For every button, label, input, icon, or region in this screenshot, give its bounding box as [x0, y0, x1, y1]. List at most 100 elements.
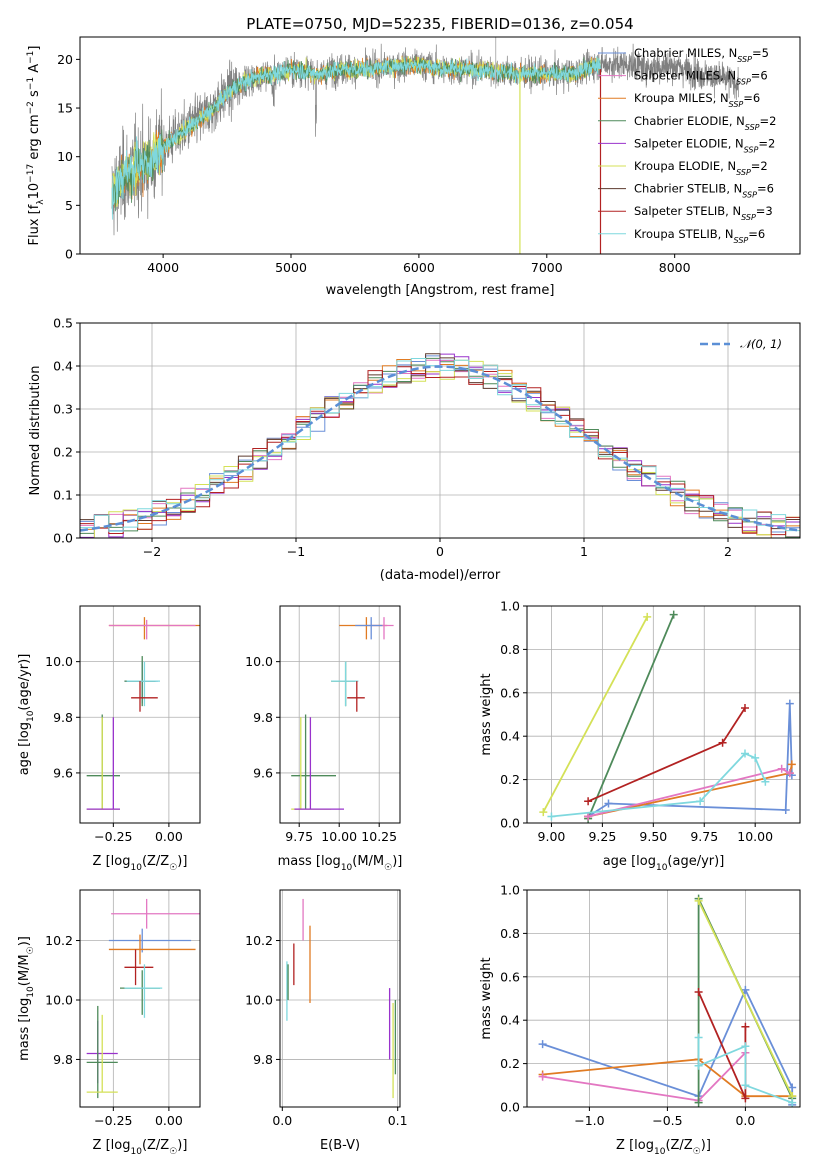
- y-tick-label: 9.8: [253, 710, 273, 725]
- weight-series: [538, 894, 797, 1107]
- errorbar-point: [108, 619, 196, 640]
- errorbar-point: [347, 681, 365, 712]
- x-tick-label: 4000: [147, 260, 179, 275]
- label-part: mass [log: [278, 854, 341, 869]
- y-tick-label: 0.8: [500, 926, 520, 941]
- y-tick-label: 9.8: [253, 1052, 273, 1067]
- weight-marker: [781, 805, 790, 814]
- weight-marker: [741, 985, 750, 994]
- label-part: (age/yr)]: [667, 854, 724, 869]
- y-tick-label: 10.2: [45, 933, 73, 948]
- weight-line-path: [587, 614, 675, 820]
- x-tick-label: −2: [143, 544, 161, 559]
- x-tick-label: 6000: [403, 260, 435, 275]
- x-tick-label: 0.00: [155, 1113, 183, 1128]
- normal-curve-line: [80, 365, 800, 532]
- y-tick-label: 0.1: [53, 488, 73, 503]
- residual-histogram-line: [80, 353, 800, 538]
- axes-frame: [526, 605, 801, 824]
- residual-histogram-line: [80, 366, 800, 536]
- x-tick-label: −0.5: [652, 1113, 682, 1128]
- label-part: age [log: [603, 854, 656, 869]
- weight-series-line: [584, 764, 794, 821]
- x-tick-label: 9.00: [538, 829, 566, 844]
- errorbar-point: [294, 717, 344, 810]
- x-tick-label: −0.25: [94, 1113, 132, 1128]
- label-part: 10: [27, 183, 42, 200]
- weight-marker: [538, 1040, 547, 1049]
- x-tick-label: 0.0: [735, 1113, 755, 1128]
- weight-marker: [785, 769, 794, 778]
- weight-marker: [694, 1098, 703, 1107]
- weight-marker: [751, 753, 760, 762]
- spectrum-series: [111, 37, 739, 254]
- y-tick-label: 10.0: [245, 654, 273, 669]
- label-part: (M/M: [352, 854, 384, 869]
- legend-label: Kroupa MILES, NSSP=6: [634, 91, 760, 109]
- y-tick-label: 0: [65, 247, 73, 262]
- legend-label-part: Salpeter ELODIE, N: [634, 136, 744, 150]
- label-part: ☉: [384, 863, 392, 873]
- legend-label-part: =2: [760, 114, 777, 128]
- errorbar-point: [355, 617, 383, 640]
- legend-label-part: SSP: [736, 77, 751, 86]
- errorbar-point: [111, 898, 200, 929]
- y-tick-label: 0.2: [500, 1056, 520, 1071]
- residual-histogram-line: [80, 353, 800, 530]
- weight-series-line: [584, 703, 749, 806]
- legend-label-part: Kroupa STELIB, N: [634, 227, 734, 241]
- axes-age_vs_mass: 9.75 10.00 10.25 9.6 9.8 10.0 mass [log10(M/M☉…: [245, 605, 403, 873]
- axes-weight_vs_z: −1.0 −0.5 0.0 0.0 0.2 0.4 0.6 0.8 1.0 Z [log10(Z/…: [479, 883, 801, 1157]
- y-tick-label: 10.0: [45, 992, 73, 1007]
- y-tick-label: 9.8: [53, 710, 73, 725]
- label-part: A: [27, 64, 42, 77]
- weight-marker: [584, 797, 593, 806]
- legend-label: Chabrier ELODIE, NSSP=2: [634, 114, 776, 132]
- legend-label-part: Salpeter MILES, N: [634, 69, 736, 83]
- errorbar-point: [108, 928, 192, 953]
- axes-spectrum: 4000 5000 6000 7000 8000 0 5 10 15 20 Chabrier MIL…: [26, 36, 801, 298]
- errorbar-point: [331, 661, 356, 707]
- legend-label-part: SSP: [741, 213, 756, 222]
- legend-label-part: Salpeter STELIB, N: [634, 204, 741, 218]
- label-part: (age/yr)]: [17, 654, 32, 711]
- x-tick-label: 9.75: [690, 829, 718, 844]
- y-tick-label: 0.6: [500, 685, 520, 700]
- errorbar-point: [108, 617, 200, 640]
- y-axis-label: mass weight: [479, 957, 494, 1039]
- weight-marker: [740, 749, 749, 758]
- weight-marker: [788, 1098, 797, 1107]
- legend-label-part: SSP: [729, 100, 744, 109]
- y-tick-label: 9.8: [53, 1052, 73, 1067]
- axes-mass_vs_z: −0.25 0.009.810.010.2Z [log10(Z/Z☉)]mass …: [17, 889, 201, 1157]
- y-tick-label: 5: [65, 198, 73, 213]
- legend-label-part: Kroupa MILES, N: [634, 91, 729, 105]
- errorbar-point: [86, 1014, 118, 1093]
- x-axis-label: wavelength [Angstrom, rest frame]: [326, 283, 555, 298]
- weight-marker: [741, 1094, 750, 1103]
- weight-marker: [694, 987, 703, 996]
- x-tick-label: 0.00: [155, 829, 183, 844]
- legend-label-part: =6: [757, 182, 774, 196]
- axes-residuals: −2 −1 0 1 2 0.0 0.1 0.2 0.3 0.4 0.5 𝒩(0, 1) (data-mo…: [28, 316, 801, 583]
- weight-marker: [788, 1083, 797, 1092]
- x-tick-label: 9.75: [285, 829, 313, 844]
- legend-label-part: Chabrier MILES, N: [634, 46, 737, 60]
- weight-line-path: [587, 703, 793, 818]
- y-tick-label: 0.2: [500, 772, 520, 787]
- label-part: Z [log: [93, 854, 131, 869]
- x-axis-label: mass [log10(M/M☉)]: [278, 854, 403, 873]
- y-tick-label: 0.2: [53, 445, 73, 460]
- residual-histogram-line: [80, 359, 800, 538]
- figure-title: PLATE=0750, MJD=52235, FIBERID=0136, z=0…: [246, 15, 633, 33]
- y-tick-label: 15: [57, 101, 73, 116]
- legend-label-part: SSP: [744, 145, 759, 154]
- errorbar-points: [86, 617, 200, 810]
- x-tick-label: 7000: [531, 260, 563, 275]
- x-axis-label: Z [log10(Z/Z☉)]: [616, 1138, 711, 1157]
- weight-series-line: [584, 610, 678, 823]
- weight-marker: [643, 612, 652, 621]
- errorbar-point: [339, 617, 388, 640]
